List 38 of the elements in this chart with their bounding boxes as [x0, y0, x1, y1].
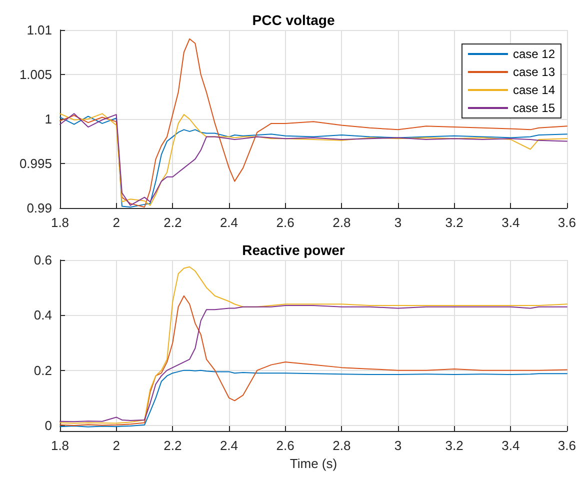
x-tick-label: 2 — [112, 438, 120, 453]
x-tick-label: 2.6 — [276, 215, 294, 230]
x-tick-label: 2.4 — [220, 438, 238, 453]
x-tick-label: 3 — [394, 438, 402, 453]
line-series — [60, 266, 568, 424]
x-tick-label: 2.4 — [220, 215, 238, 230]
legend-label: case 12 — [512, 47, 556, 61]
x-tick-label: 2.8 — [332, 438, 351, 453]
y-tick-label: 0 — [44, 418, 52, 433]
y-tick-label: 0.99 — [26, 200, 52, 216]
x-tick-label: 2.8 — [332, 215, 351, 230]
y-tick-label: 1.005 — [19, 67, 52, 82]
x-tick-label: 3.2 — [445, 215, 464, 230]
x-tick-label: 1.8 — [50, 215, 70, 230]
legend-label: case 13 — [512, 65, 556, 79]
x-tick-label: 3.6 — [558, 438, 576, 453]
legend-label: case 15 — [512, 101, 556, 115]
y-tick-label: 0.4 — [34, 308, 52, 323]
x-tick-label: 2.2 — [164, 215, 182, 230]
x-tick-label: 3 — [394, 215, 402, 230]
x-tick-label: 3.4 — [502, 438, 520, 453]
chart-title: PCC voltage — [252, 12, 335, 28]
y-tick-label: 0.6 — [34, 252, 52, 268]
chart-title: Reactive power — [242, 242, 346, 258]
x-tick-label: 2 — [112, 215, 120, 230]
y-tick-label: 1.01 — [26, 22, 52, 38]
x-tick-label: 2.6 — [276, 438, 294, 453]
y-tick-label: 1 — [44, 112, 52, 126]
x-tick-label: 3.2 — [445, 438, 464, 453]
x-tick-label: 3.4 — [502, 215, 520, 230]
x-tick-label: 3.6 — [558, 215, 576, 230]
y-tick-label: 0.2 — [34, 362, 52, 378]
x-axis-title: Time (s) — [290, 456, 338, 471]
line-series — [60, 370, 568, 428]
y-tick-label: 0.995 — [19, 156, 52, 171]
x-tick-label: 2.2 — [164, 438, 182, 453]
legend-label: case 14 — [512, 83, 556, 97]
x-tick-label: 1.8 — [50, 438, 70, 453]
